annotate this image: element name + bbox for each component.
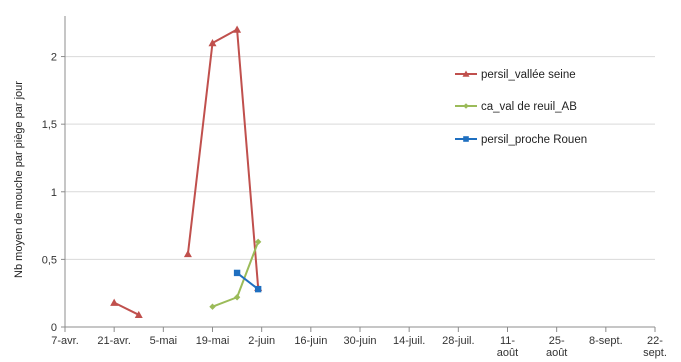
series-1 (209, 238, 262, 310)
y-tick-label: 0,5 (42, 254, 57, 266)
data-point (208, 39, 217, 47)
data-point (209, 303, 216, 310)
series-line (186, 28, 260, 288)
legend-item: persil_vallée seine (455, 69, 576, 81)
x-tick-label: 7-avr. (51, 335, 79, 347)
x-tick-label: 21-avr. (97, 335, 131, 347)
legend-swatch-marker (463, 103, 469, 109)
x-tick-label: 28-juil. (442, 335, 474, 347)
series-0 (110, 25, 263, 319)
legend-swatch-marker (462, 70, 470, 77)
y-tick-label: 2 (51, 52, 57, 64)
data-point (233, 25, 242, 33)
series-2 (233, 269, 262, 293)
data-point (110, 298, 119, 306)
x-tick-label: 19-mai (196, 335, 230, 347)
x-tick-label: 2-juin (248, 335, 275, 347)
data-point (254, 285, 262, 293)
data-point (183, 249, 192, 258)
legend-label: persil_vallée seine (481, 69, 576, 81)
data-point (254, 238, 262, 246)
x-tick-label: 11-août (497, 335, 518, 359)
series-line (113, 301, 140, 316)
y-axis-title: Nb moyen de mouche par piège par jour (13, 81, 25, 278)
gridlines (65, 56, 655, 260)
x-tick-label: 22-sept. (643, 335, 667, 359)
y-tick-label: 1,5 (42, 119, 57, 131)
legend-label: persil_proche Rouen (481, 134, 587, 146)
legend-item: persil_proche Rouen (455, 134, 587, 146)
data-point (233, 294, 241, 301)
data-point (134, 310, 143, 319)
y-tick-label: 0 (51, 322, 57, 334)
legend-swatch-marker (463, 136, 469, 142)
x-tick-labels: 7-avr. 21-avr. 5-mai 19-mai 2-juin 16-juin 30-… (51, 335, 667, 359)
x-tick-label: 8-sept. (589, 335, 623, 347)
legend-label: ca_val de reuil_AB (481, 101, 577, 113)
series-layer (110, 25, 263, 319)
legend-item: ca_val de reuil_AB (455, 101, 577, 113)
series-line (236, 272, 259, 290)
x-tick-label: 30-juin (343, 335, 376, 347)
axes (61, 16, 656, 332)
y-tick-labels: 0 0,5 1 1,5 2 (42, 52, 57, 334)
x-tick-label: 25-août (546, 335, 567, 359)
data-point (233, 269, 241, 277)
legend: persil_vallée seine ca_val de reuil_ABper… (455, 69, 587, 146)
y-tick-label: 1 (51, 187, 57, 199)
x-tick-label: 16-juin (294, 335, 327, 347)
x-tick-label: 5-mai (150, 335, 178, 347)
x-tick-label: 14-juil. (393, 335, 425, 347)
